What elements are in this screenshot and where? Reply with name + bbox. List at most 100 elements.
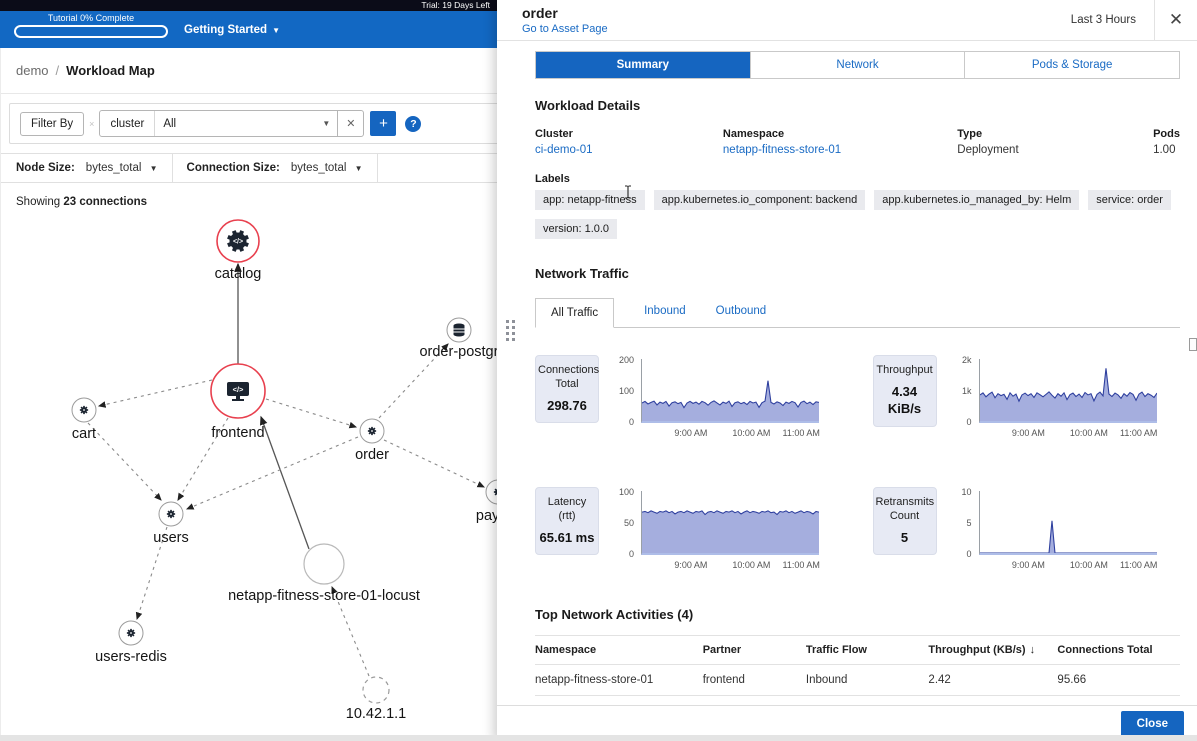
map-edge	[177, 417, 229, 501]
node-size-dropdown[interactable]: bytes_total ▼	[85, 162, 158, 174]
y-axis-label: 0	[966, 417, 972, 427]
label-chip: version: 1.0.0	[535, 219, 618, 239]
x-axis-label: 11:00 AM	[782, 428, 820, 438]
column-header-connections-total[interactable]: Connections Total	[1057, 635, 1180, 665]
divider	[376, 153, 378, 183]
trial-text: Trial: 19 Days Left	[421, 0, 490, 10]
chart-throughput: Throughput 4.34 KiB/s 2k 1k 0 9:00 AM 10:00 …	[872, 355, 1181, 441]
column-header-throughput[interactable]: Throughput (KB/s) ↓	[928, 635, 1058, 665]
tab-pods-storage[interactable]: Pods & Storage	[965, 52, 1180, 78]
namespace-link[interactable]: netapp-fitness-store-01	[722, 144, 842, 156]
map-node-payr[interactable]: payr	[476, 479, 497, 524]
breadcrumb-separator: /	[55, 63, 60, 78]
tutorial-label: Tutorial 0% Complete	[47, 13, 135, 23]
x-axis-label: 9:00 AM	[674, 560, 708, 570]
tab-outbound[interactable]: Outbound	[715, 305, 767, 317]
area-chart[interactable]	[978, 359, 1157, 423]
map-node-label: payr	[476, 508, 497, 524]
table-row[interactable]: netapp-fitness-store-01 frontend Inbound 2.…	[535, 664, 1180, 696]
x-axis-label: 11:00 AM	[1120, 428, 1158, 438]
close-icon[interactable]: ✕	[1168, 10, 1184, 29]
sort-descending-icon: ↓	[1029, 644, 1036, 656]
map-node-cart[interactable]: cart	[71, 397, 97, 442]
map-edge	[331, 585, 370, 677]
breadcrumb: demo / Workload Map	[1, 48, 497, 94]
map-size-controls: Node Size: bytes_total ▼ Connection Size…	[1, 153, 497, 183]
column-header-partner[interactable]: Partner	[702, 635, 806, 665]
close-button[interactable]: Close	[1120, 710, 1184, 737]
map-node-users-redis[interactable]: users-redis	[95, 620, 167, 665]
y-axis-label: 10	[961, 487, 972, 497]
map-edge	[97, 379, 213, 408]
svg-text:</>: </>	[233, 385, 244, 394]
y-axis-label: 0	[628, 549, 634, 559]
y-axis-label: 100	[618, 386, 634, 396]
map-edge	[135, 526, 168, 621]
map-edge	[87, 422, 162, 501]
metric-card: Connections Total 298.76	[535, 355, 599, 424]
x-axis: 9:00 AM 10:00 AM 11:00 AM	[979, 428, 1158, 441]
map-node-frontend[interactable]: </> frontend	[210, 363, 266, 441]
labels-heading: Labels	[535, 173, 570, 185]
map-node-label: 10.42.1.1	[346, 706, 406, 722]
column-header-traffic-flow[interactable]: Traffic Flow	[805, 635, 929, 665]
map-node-netapp-fitness-store-01-locust[interactable]: netapp-fitness-store-01-locust	[228, 543, 420, 604]
tab-all-traffic[interactable]: All Traffic	[535, 298, 615, 328]
filter-value-dropdown[interactable]: All	[163, 117, 177, 130]
time-range-selector[interactable]: Last 3 Hours	[1070, 14, 1136, 26]
breadcrumb-parent[interactable]: demo	[16, 63, 49, 78]
label-chip: app.kubernetes.io_managed_by: Helm	[874, 190, 1080, 210]
map-edge	[185, 436, 359, 510]
chart-latency: Latency (rtt) 65.61 ms 100 50 0 9:00 AM 10:…	[535, 487, 843, 573]
y-axis-label: 5	[966, 518, 972, 528]
panel-drag-handle[interactable]	[506, 320, 515, 341]
tab-summary[interactable]: Summary	[536, 52, 751, 78]
metric-card: Throughput 4.34 KiB/s	[872, 355, 937, 427]
area-chart[interactable]	[641, 359, 819, 423]
connection-size-dropdown[interactable]: bytes_total ▼	[290, 162, 363, 174]
cluster-link[interactable]: ci-demo-01	[535, 144, 593, 156]
panel-tabs: Summary Network Pods & Storage	[535, 51, 1180, 79]
map-node-order[interactable]: order	[355, 418, 389, 463]
map-node-catalog[interactable]: </> catalog	[215, 219, 262, 282]
map-node-label: cart	[72, 426, 96, 442]
x-axis: 9:00 AM 10:00 AM 11:00 AM	[979, 560, 1158, 573]
map-node-label: netapp-fitness-store-01-locust	[228, 588, 420, 604]
label-chip: app: netapp-fitness	[535, 190, 645, 210]
area-chart[interactable]	[978, 491, 1157, 555]
workload-detail-panel: order Go to Asset Page Last 3 Hours ✕ Su…	[497, 0, 1197, 741]
map-edge	[378, 343, 449, 419]
x-axis-label: 11:00 AM	[1120, 560, 1158, 570]
chart-retransmits: Retransmits Count 5 10 5 0 9:00 AM 10:00 AM 1…	[872, 487, 1181, 573]
map-edge	[383, 439, 485, 488]
x-axis-label: 9:00 AM	[1011, 560, 1045, 570]
map-node-10.42.1.1[interactable]: 10.42.1.1	[346, 676, 406, 722]
chevron-down-icon[interactable]: ▼	[322, 119, 331, 128]
metric-card: Latency (rtt) 65.61 ms	[535, 487, 599, 556]
map-node-label: users-redis	[95, 649, 167, 665]
area-chart[interactable]	[641, 491, 819, 555]
filter-by-button[interactable]: Filter By	[20, 111, 85, 136]
column-header-namespace[interactable]: Namespace	[535, 635, 703, 665]
tab-network[interactable]: Network	[750, 52, 966, 78]
getting-started-menu[interactable]: Getting Started ▼	[184, 24, 280, 36]
traffic-tabs: All Traffic Inbound Outbound	[535, 298, 1180, 328]
map-node-users[interactable]: users	[153, 501, 189, 546]
help-icon[interactable]: ?	[405, 115, 422, 132]
y-axis-label: 200	[618, 355, 634, 365]
map-node-order-postgre[interactable]: order-postgre	[419, 317, 497, 360]
clear-filter-icon[interactable]: ✕	[337, 111, 363, 136]
activities-table: Namespace Partner Traffic Flow Throughpu…	[535, 635, 1180, 696]
tutorial-progress[interactable]: Tutorial 0% Complete	[14, 13, 168, 38]
x-axis-label: 10:00 AM	[1069, 560, 1108, 570]
add-filter-button[interactable]: +	[370, 111, 397, 136]
network-traffic-heading: Network Traffic	[535, 266, 629, 281]
filter-field-label[interactable]: cluster	[100, 111, 156, 136]
workload-map-svg[interactable]: </> catalog </> frontend cart order-postgre or…	[1, 195, 497, 735]
go-to-asset-page-link[interactable]: Go to Asset Page	[522, 23, 608, 35]
chevron-down-icon: ▼	[354, 164, 363, 173]
tab-inbound[interactable]: Inbound	[644, 305, 686, 317]
y-axis-label: 0	[966, 549, 972, 559]
filter-toolbar: Filter By × cluster All ▼ ✕ + ?	[9, 103, 497, 144]
scrollbar-thumb[interactable]	[1189, 338, 1197, 351]
